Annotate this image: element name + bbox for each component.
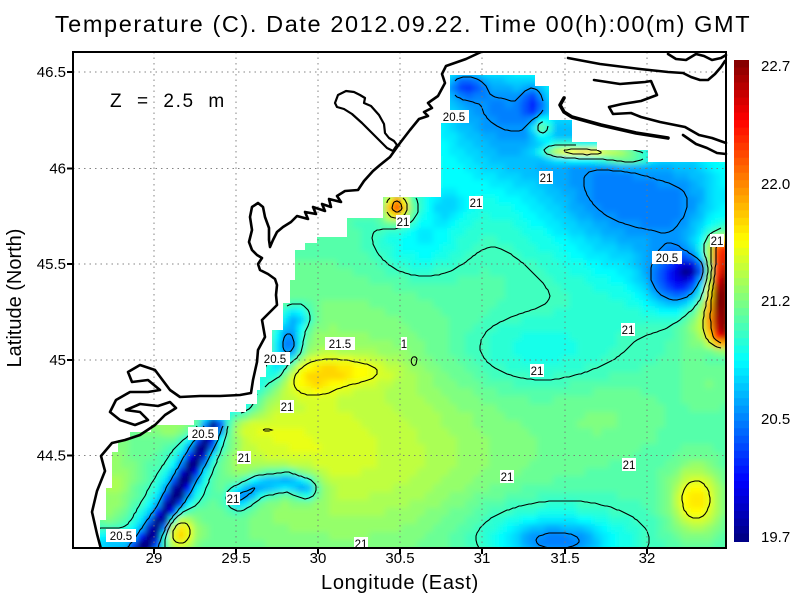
svg-text:31: 31 — [474, 550, 491, 567]
svg-text:32: 32 — [639, 550, 656, 567]
svg-text:19.7: 19.7 — [761, 529, 790, 546]
svg-text:1: 1 — [401, 339, 407, 351]
svg-text:31.5: 31.5 — [550, 550, 579, 567]
svg-text:Z = 2.5 m: Z = 2.5 m — [110, 91, 226, 112]
svg-text:21.5: 21.5 — [329, 339, 351, 351]
svg-text:21: 21 — [397, 217, 410, 229]
svg-text:21: 21 — [531, 366, 544, 378]
svg-text:45.5: 45.5 — [37, 256, 66, 273]
svg-text:21: 21 — [470, 198, 483, 210]
svg-text:21: 21 — [540, 173, 553, 185]
svg-text:21: 21 — [227, 494, 240, 506]
svg-text:29: 29 — [146, 550, 163, 567]
svg-text:20.5: 20.5 — [264, 354, 286, 366]
svg-text:20.5: 20.5 — [761, 411, 790, 428]
svg-text:20.5: 20.5 — [443, 112, 465, 124]
svg-text:21: 21 — [622, 325, 635, 337]
svg-text:Temperature (C). Date 2012.09.: Temperature (C). Date 2012.09.22. Time 0… — [55, 11, 751, 37]
svg-text:Latitude (North): Latitude (North) — [4, 229, 26, 368]
svg-text:46.5: 46.5 — [37, 64, 66, 81]
svg-text:30: 30 — [310, 550, 327, 567]
svg-text:29.5: 29.5 — [221, 550, 250, 567]
svg-text:21: 21 — [355, 539, 368, 551]
svg-text:21.2: 21.2 — [761, 293, 790, 310]
svg-text:20.5: 20.5 — [656, 253, 678, 265]
svg-text:21: 21 — [281, 402, 294, 414]
svg-text:20.5: 20.5 — [192, 429, 214, 441]
svg-text:20.5: 20.5 — [110, 531, 132, 543]
svg-text:22.0: 22.0 — [761, 176, 790, 193]
svg-text:21: 21 — [238, 453, 251, 465]
svg-text:45: 45 — [49, 352, 66, 369]
svg-text:Longitude (East): Longitude (East) — [321, 572, 479, 594]
svg-text:46: 46 — [49, 161, 66, 178]
svg-text:21: 21 — [711, 236, 724, 248]
svg-text:44.5: 44.5 — [37, 448, 66, 465]
svg-text:21: 21 — [501, 472, 514, 484]
svg-text:30.5: 30.5 — [385, 550, 414, 567]
svg-text:22.7: 22.7 — [761, 58, 790, 75]
svg-text:21: 21 — [623, 460, 636, 472]
